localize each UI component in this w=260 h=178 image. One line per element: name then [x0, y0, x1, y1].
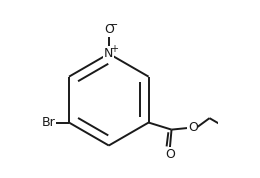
- Text: +: +: [110, 44, 118, 54]
- Text: O: O: [165, 148, 175, 161]
- Text: Br: Br: [42, 116, 56, 129]
- Text: −: −: [109, 20, 119, 30]
- Text: O: O: [188, 121, 198, 134]
- Text: O: O: [104, 23, 114, 36]
- Text: N: N: [104, 47, 114, 60]
